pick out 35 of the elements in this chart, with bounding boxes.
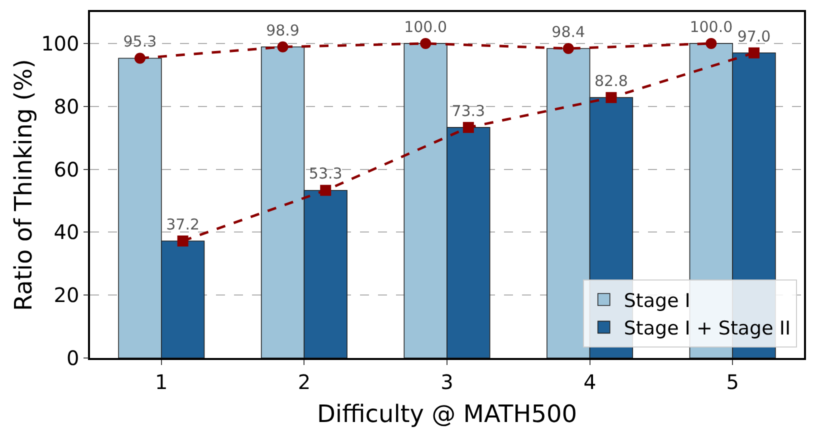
point <box>562 42 574 54</box>
point <box>606 92 617 104</box>
point <box>277 41 288 52</box>
point <box>706 38 717 49</box>
data-label: 100.0 <box>690 18 733 36</box>
data-label: 100.0 <box>404 18 448 36</box>
data-label: 95.3 <box>123 32 157 51</box>
legend-label: Stage I + Stage II <box>624 318 791 340</box>
data-label: 98.9 <box>266 21 300 40</box>
point <box>177 235 188 246</box>
y-tick-label: 40 <box>54 220 80 244</box>
y-tick-label: 80 <box>54 94 80 118</box>
data-label: 53.3 <box>308 164 342 183</box>
data-label: 82.8 <box>594 72 628 90</box>
point <box>748 47 760 58</box>
x-tick-label: 1 <box>155 370 168 394</box>
y-tick-label: 100 <box>41 31 80 56</box>
y-tick-label: 60 <box>54 157 80 182</box>
point <box>320 184 332 196</box>
data-label: 37.2 <box>166 215 200 234</box>
x-tick-label: 4 <box>583 370 596 394</box>
data-label: 98.4 <box>552 22 586 41</box>
data-label: 97.0 <box>737 27 771 46</box>
point <box>420 38 432 49</box>
x-tick-label: 3 <box>440 370 454 394</box>
x-axis-title: Difficulty @ MATH500 <box>316 400 578 428</box>
point <box>462 122 474 133</box>
y-tick-label: 0 <box>66 346 80 370</box>
x-tick-label: 2 <box>298 370 311 394</box>
y-axis-title: Ratio of Thinking (%) <box>10 59 38 311</box>
point <box>134 52 146 64</box>
legend-label: Stage I <box>624 290 690 312</box>
y-tick-label: 20 <box>54 283 80 308</box>
data-label: 73.3 <box>452 102 486 120</box>
x-tick-label: 5 <box>726 370 739 394</box>
